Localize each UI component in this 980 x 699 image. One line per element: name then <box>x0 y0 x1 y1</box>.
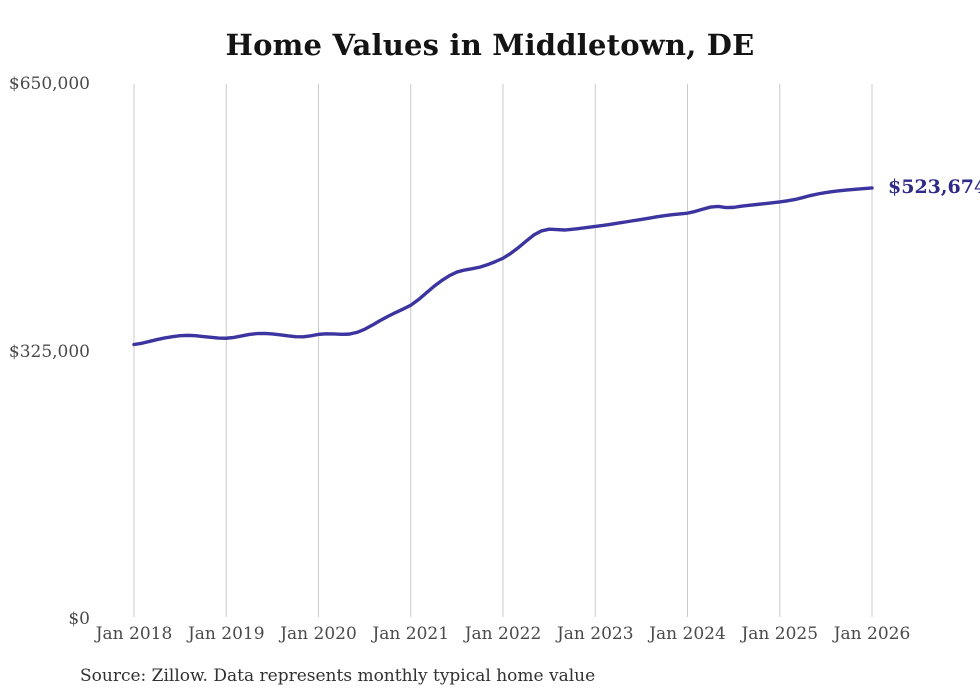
home-value-line <box>132 186 874 347</box>
x-tick-label: Jan 2022 <box>464 624 542 644</box>
y-tick-label: $0 <box>68 609 90 629</box>
x-tick-label: Jan 2020 <box>280 624 357 644</box>
x-tick-label: Jan 2023 <box>556 624 634 644</box>
chart-title: Home Values in Middletown, DE <box>225 28 755 62</box>
latest-value-label: $523,674 <box>888 175 980 198</box>
x-tick-label: Jan 2025 <box>741 624 819 644</box>
y-tick-label: $650,000 <box>8 74 90 94</box>
x-tick-label: Jan 2026 <box>833 624 911 644</box>
x-tick-label: Jan 2021 <box>372 624 450 644</box>
x-tick-label: Jan 2024 <box>649 624 726 644</box>
x-tick-label: Jan 2018 <box>95 624 173 644</box>
x-tick-label: Jan 2019 <box>187 624 265 644</box>
y-tick-label: $325,000 <box>8 341 90 362</box>
source-note: Source: Zillow. Data represents monthly … <box>80 666 596 686</box>
